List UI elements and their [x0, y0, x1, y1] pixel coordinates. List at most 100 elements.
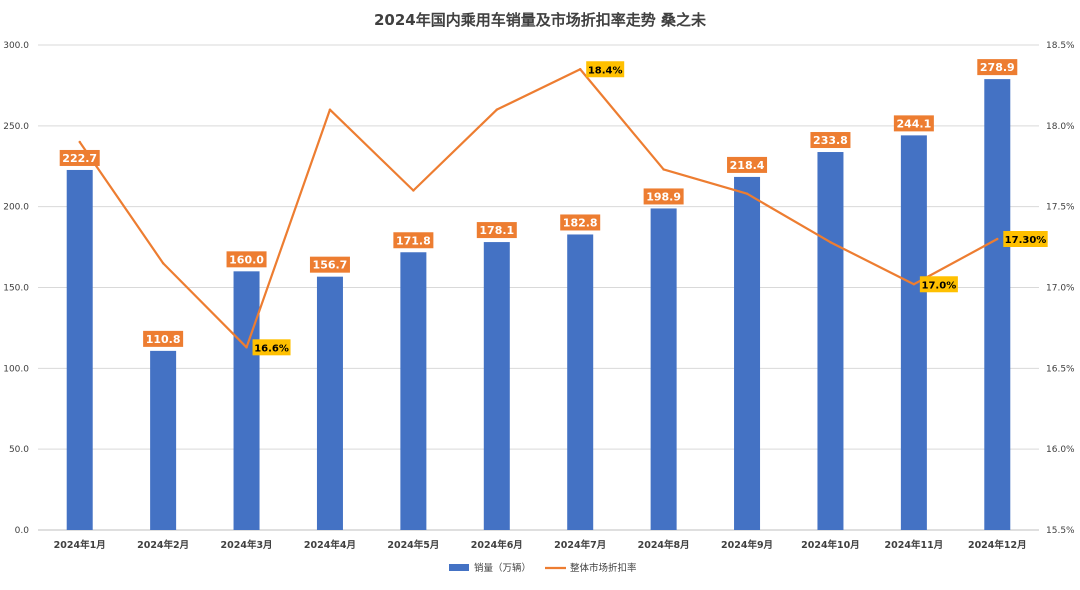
line-point	[829, 241, 832, 244]
bar-label-text: 244.1	[896, 117, 931, 130]
bar-label-text: 156.7	[313, 259, 348, 272]
line-point	[996, 237, 999, 241]
bar	[150, 350, 177, 530]
bar-label-box	[727, 156, 768, 173]
bar-label-box	[810, 132, 851, 149]
bar	[316, 276, 343, 530]
line-label-box	[919, 276, 958, 293]
bar-data-label: 218.4	[727, 156, 768, 173]
y-left-tick-label: 300.0	[3, 41, 29, 51]
legend-swatch-bar	[449, 564, 469, 571]
bar-label-box	[143, 330, 184, 347]
y-left-tick-label: 200.0	[3, 203, 29, 213]
line-data-label: 17.0%	[919, 276, 958, 293]
line-label-text: 17.30%	[1005, 235, 1047, 246]
line-label-box	[586, 61, 625, 78]
line-label-box	[252, 339, 291, 356]
bar-series	[66, 79, 1011, 531]
legend-label: 整体市场折扣率	[570, 562, 637, 574]
x-tick-label: 2024年12月	[968, 539, 1027, 551]
bar	[233, 271, 260, 530]
line-label-box	[1003, 231, 1048, 247]
bar	[66, 169, 93, 531]
bar-data-label: 160.0	[226, 251, 267, 268]
bar-label-text: 198.9	[646, 190, 681, 203]
bar-label-box	[476, 222, 517, 239]
line-point	[328, 108, 332, 111]
line-path	[78, 68, 998, 349]
bar-label-text: 110.8	[146, 333, 181, 346]
x-tick-label: 2024年1月	[54, 539, 106, 551]
bar	[817, 152, 844, 531]
line-point	[495, 108, 498, 111]
x-tick-label: 2024年5月	[387, 539, 439, 551]
bar-label-text: 278.9	[980, 61, 1015, 74]
bar-data-label: 110.8	[143, 330, 184, 347]
bar-label-text: 233.8	[813, 134, 848, 147]
line-point	[662, 168, 665, 171]
legend: 销量（万辆） 整体市场折扣率	[449, 562, 637, 574]
bar-label-box	[226, 251, 267, 268]
bar-data-label: 156.7	[309, 256, 350, 273]
bar-data-label: 233.8	[810, 132, 851, 149]
x-tick-label: 2024年9月	[721, 539, 773, 551]
chart-title: 2024年国内乘用车销量及市场折扣率走势 桑之未	[374, 11, 707, 29]
y-right-tick-label: 16.5%	[1046, 364, 1075, 374]
y-right-tick-label: 18.5%	[1046, 41, 1075, 51]
bar	[567, 234, 594, 530]
bar-data-label: 198.9	[643, 188, 684, 205]
legend-item-sales: 销量（万辆）	[449, 562, 531, 574]
line-point	[412, 189, 415, 192]
bar	[900, 135, 927, 530]
gridlines	[38, 44, 1039, 531]
bar-data-label: 278.9	[977, 59, 1018, 76]
bar	[650, 208, 677, 530]
y-right-tick-label: 15.5%	[1046, 526, 1075, 536]
y-axis-left: 0.0 50.0 100.0 150.0 200.0 250.0 300.0	[3, 41, 29, 536]
line-label-text: 16.6%	[254, 343, 289, 354]
y-left-tick-label: 50.0	[9, 445, 29, 455]
y-left-tick-label: 0.0	[15, 526, 30, 536]
x-tick-label: 2024年11月	[885, 539, 944, 551]
x-tick-label: 2024年3月	[221, 539, 273, 551]
x-axis: 2024年1月 2024年2月 2024年3月 2024年4月 2024年5月 2024年…	[54, 539, 1027, 551]
line-point	[245, 346, 248, 349]
bar-data-label: 244.1	[893, 115, 934, 132]
y-right-tick-label: 16.0%	[1046, 445, 1075, 455]
line-series	[78, 68, 999, 349]
line-label-text: 17.0%	[922, 280, 957, 291]
line-data-label: 16.6%	[252, 339, 291, 356]
bar-label-text: 222.7	[62, 152, 97, 165]
bar	[984, 79, 1011, 530]
bar-label-box	[59, 149, 100, 166]
bar	[483, 242, 510, 531]
y-right-tick-label: 17.5%	[1046, 203, 1075, 213]
y-right-tick-label: 18.0%	[1046, 122, 1075, 132]
x-tick-label: 2024年6月	[471, 539, 523, 551]
legend-item-discount: 整体市场折扣率	[545, 562, 637, 574]
y-axis-right: 15.5% 16.0% 16.5% 17.0% 17.5% 18.0% 18.5%	[1046, 41, 1075, 536]
bar-label-box	[309, 256, 350, 273]
line-point	[78, 140, 81, 144]
line-data-label: 17.30%	[1003, 231, 1048, 247]
bar-label-text: 182.8	[563, 216, 598, 229]
bar-data-label: 178.1	[476, 222, 517, 239]
line-label-text: 18.4%	[588, 65, 623, 76]
y-left-tick-label: 250.0	[3, 122, 29, 132]
bar-data-label: 171.8	[393, 232, 434, 249]
bar-data-label: 182.8	[560, 214, 601, 231]
x-tick-label: 2024年4月	[304, 539, 356, 551]
bar	[400, 252, 427, 531]
x-tick-label: 2024年10月	[801, 539, 860, 551]
bar-label-text: 160.0	[229, 253, 264, 266]
line-point	[745, 192, 749, 195]
y-left-tick-label: 150.0	[3, 284, 29, 294]
bar	[734, 176, 761, 531]
x-tick-label: 2024年8月	[638, 539, 690, 551]
bar-data-label: 222.7	[59, 149, 100, 166]
line-point	[912, 283, 916, 286]
line-point	[579, 68, 582, 71]
bar-label-text: 171.8	[396, 234, 431, 247]
